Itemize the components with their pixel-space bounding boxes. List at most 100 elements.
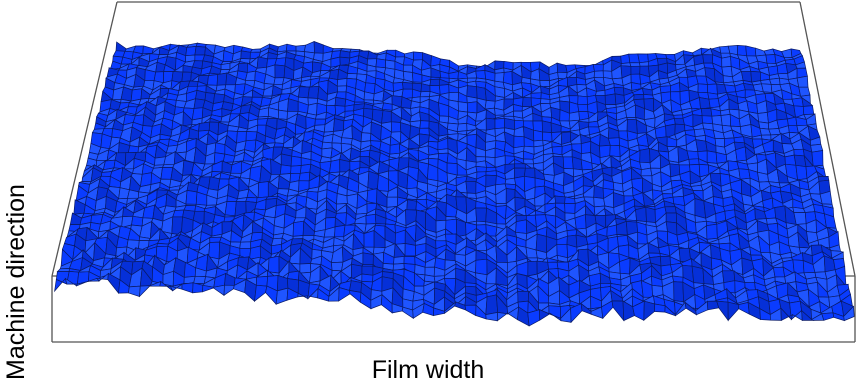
surface-patch xyxy=(362,252,374,266)
surface-patch xyxy=(577,103,589,112)
box-edge-left xyxy=(51,1,118,277)
surface-patch xyxy=(313,40,324,54)
surface-patch xyxy=(769,77,781,86)
surface-patch xyxy=(257,181,269,199)
surface-patch xyxy=(673,114,684,119)
surface-patch xyxy=(716,300,729,322)
surface-patch xyxy=(757,112,769,124)
surface-patch xyxy=(485,117,496,131)
surface-patch xyxy=(331,261,344,272)
surface-patch xyxy=(547,261,559,270)
surface-patch xyxy=(254,284,268,303)
surface-patch xyxy=(541,120,552,133)
surface-patch xyxy=(787,116,798,127)
surface-patch xyxy=(303,40,315,54)
surface-patch xyxy=(412,51,423,61)
surface-patch xyxy=(465,180,477,194)
surface-patch xyxy=(635,206,647,223)
surface-patch xyxy=(522,97,532,108)
surface-patch xyxy=(329,159,341,174)
surface-patch xyxy=(334,96,347,107)
surface-patch xyxy=(580,140,592,155)
surface-patch xyxy=(299,263,312,274)
surface-patch xyxy=(568,111,580,122)
surface-patch xyxy=(793,212,807,225)
surface-patch xyxy=(737,45,747,57)
surface-patch xyxy=(336,85,347,93)
surface-patch xyxy=(239,241,252,249)
surface-patch xyxy=(699,97,711,110)
surface-patch xyxy=(791,97,804,107)
surface-patch xyxy=(195,89,207,101)
surface-patch xyxy=(402,82,413,90)
surface-patch xyxy=(277,109,288,120)
surface-patch xyxy=(393,256,405,265)
surface-patch xyxy=(660,256,671,267)
surface-patch xyxy=(664,206,677,214)
surface-patch xyxy=(456,218,467,238)
surface-patch xyxy=(795,164,808,181)
surface-patch xyxy=(297,86,310,99)
surface-patch xyxy=(344,104,355,112)
surface-patch xyxy=(535,233,547,254)
surface-patch xyxy=(429,78,440,86)
surface-patch xyxy=(562,156,574,170)
surface-patch xyxy=(172,209,185,218)
surface-patch xyxy=(198,121,211,132)
surface-patch xyxy=(256,276,269,287)
surface-patch xyxy=(361,273,374,283)
surface-patch xyxy=(292,220,305,237)
surface-patch xyxy=(256,56,268,69)
surface-patch xyxy=(686,150,699,160)
box-edge-right xyxy=(799,1,856,277)
surface-patch xyxy=(727,301,740,322)
surface-patch xyxy=(128,285,141,297)
surface-patch xyxy=(457,101,469,113)
surface-patch xyxy=(534,177,546,188)
surface-patch xyxy=(811,150,824,167)
surface-patch xyxy=(708,98,721,109)
surface-patch xyxy=(802,105,815,115)
surface-patch xyxy=(796,75,809,88)
surface-patch xyxy=(290,155,302,167)
surface-patch xyxy=(527,260,538,277)
surface-patch xyxy=(665,212,677,224)
surface-patch xyxy=(298,171,311,182)
surface-patch xyxy=(724,84,737,93)
surface-patch xyxy=(593,196,606,208)
surface-patch xyxy=(363,230,375,248)
surface-patch xyxy=(275,287,289,305)
surface-patch xyxy=(485,294,499,316)
x-axis-label: Film width xyxy=(371,356,485,384)
surface-patch xyxy=(496,312,509,322)
surface-patch xyxy=(286,43,297,52)
surface-patch xyxy=(185,46,197,57)
surface-patch xyxy=(721,56,732,68)
surface-patch xyxy=(639,148,651,164)
surface-patch xyxy=(639,61,649,67)
surface-patch xyxy=(692,47,702,56)
surface-patch xyxy=(701,115,714,125)
surface-patch xyxy=(220,62,231,70)
surface-patch xyxy=(593,70,604,78)
surface-patch xyxy=(100,171,113,177)
surface-patch xyxy=(329,68,340,81)
surface-patch xyxy=(706,150,718,164)
surface-patch xyxy=(592,64,604,72)
surface-patch xyxy=(738,168,751,180)
surface-patch xyxy=(823,213,837,229)
surface-patch xyxy=(464,304,477,317)
surface-patch xyxy=(655,53,668,59)
surface-patch xyxy=(274,57,287,67)
surface-patch xyxy=(611,300,625,322)
surface-patch xyxy=(466,101,478,114)
surface-patch xyxy=(403,256,416,265)
surface-patch xyxy=(697,83,709,94)
surface-patch xyxy=(76,271,90,285)
surface-patch xyxy=(484,100,496,110)
surface-patch xyxy=(617,235,630,247)
surface-patch xyxy=(745,45,757,57)
surface-patch xyxy=(208,241,220,260)
surface-patch xyxy=(765,54,777,64)
